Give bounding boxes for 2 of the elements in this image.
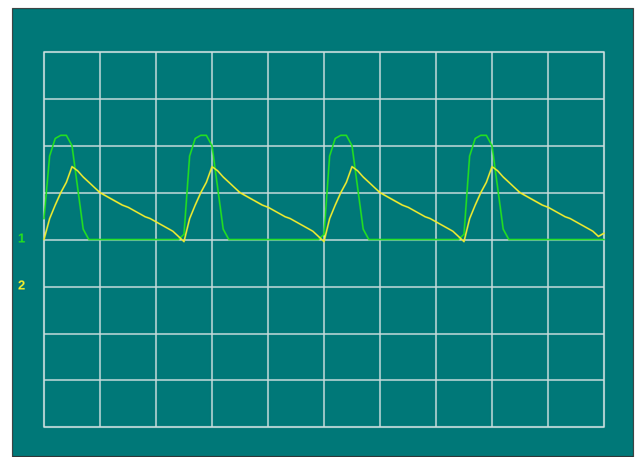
series-label: 1 <box>18 230 26 246</box>
text: 2 <box>18 277 26 292</box>
